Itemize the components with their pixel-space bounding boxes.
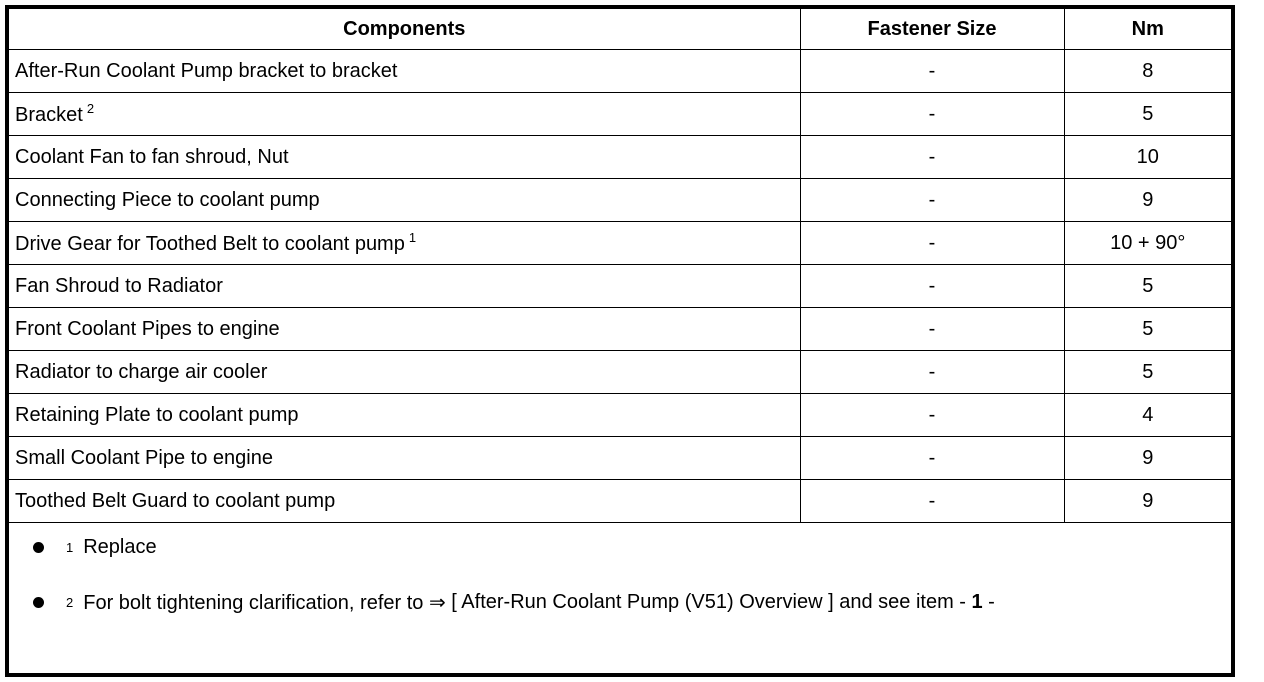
component-name: Drive Gear for Toothed Belt to coolant p… [15, 233, 405, 255]
component-name: After-Run Coolant Pump bracket to bracke… [15, 59, 398, 82]
header-fastener-size: Fastener Size [799, 9, 1065, 50]
header-nm: Nm [1063, 9, 1231, 50]
component-name: Retaining Plate to coolant pump [15, 403, 299, 426]
component-cell: Coolant Fan to fan shroud, Nut [9, 135, 801, 179]
table-row: Front Coolant Pipes to engine - 5 [9, 307, 1231, 351]
component-name: Front Coolant Pipes to engine [15, 317, 280, 340]
table-header-row: Components Fastener Size Nm [9, 9, 1231, 50]
component-cell: Drive Gear for Toothed Belt to coolant p… [9, 221, 801, 265]
item-number: 1 [971, 590, 983, 613]
fastener-size-cell: - [799, 49, 1065, 93]
component-cell: Front Coolant Pipes to engine [9, 307, 801, 351]
fastener-size-cell: - [799, 135, 1065, 179]
component-cell: Radiator to charge air cooler [9, 350, 801, 394]
footnote-ref: 2 [86, 101, 95, 116]
footnote-marker: 1 [66, 539, 74, 555]
torque-cell: 4 [1063, 393, 1231, 437]
component-name: Radiator to charge air cooler [15, 360, 268, 383]
table-row: Radiator to charge air cooler - 5 [9, 350, 1231, 394]
component-name: Fan Shroud to Radiator [15, 274, 223, 297]
footnotes: 1 Replace 2 For bolt tightening clarific… [9, 523, 1231, 616]
footnote-text: Replace [83, 535, 157, 558]
table-row: Drive Gear for Toothed Belt to coolant p… [9, 221, 1231, 265]
component-cell: Bracket 2 [9, 92, 801, 136]
fastener-size-cell: - [799, 436, 1065, 480]
torque-cell: 9 [1063, 436, 1231, 480]
component-name: Bracket [15, 104, 83, 126]
component-name: Toothed Belt Guard to coolant pump [15, 489, 336, 512]
component-cell: After-Run Coolant Pump bracket to bracke… [9, 49, 801, 93]
component-cell: Fan Shroud to Radiator [9, 264, 801, 308]
fastener-size-cell: - [799, 221, 1065, 265]
torque-cell: 8 [1063, 49, 1231, 93]
torque-cell: 5 [1063, 350, 1231, 394]
table-row: Fan Shroud to Radiator - 5 [9, 264, 1231, 308]
footnote-2: 2 For bolt tightening clarification, ref… [33, 588, 1231, 616]
component-name: Connecting Piece to coolant pump [15, 188, 320, 211]
footnote-ref: 1 [408, 230, 417, 245]
torque-cell: 9 [1063, 178, 1231, 222]
footnote-marker: 2 [66, 594, 74, 610]
component-cell: Small Coolant Pipe to engine [9, 436, 801, 480]
table-row: Toothed Belt Guard to coolant pump - 9 [9, 479, 1231, 523]
fastener-size-cell: - [799, 350, 1065, 394]
fastener-size-cell: - [799, 178, 1065, 222]
footnote-text-after: and see item - [833, 590, 972, 613]
torque-cell: 5 [1063, 307, 1231, 351]
component-cell: Connecting Piece to coolant pump [9, 178, 801, 222]
overview-link[interactable]: [ After-Run Coolant Pump (V51) Overview … [451, 590, 834, 613]
fastener-size-cell: - [799, 393, 1065, 437]
table-row: Coolant Fan to fan shroud, Nut - 10 [9, 135, 1231, 179]
component-name: Coolant Fan to fan shroud, Nut [15, 145, 289, 168]
table-row: Small Coolant Pipe to engine - 9 [9, 436, 1231, 480]
header-components: Components [9, 9, 801, 50]
table-row: After-Run Coolant Pump bracket to bracke… [9, 49, 1231, 93]
table-row: Retaining Plate to coolant pump - 4 [9, 393, 1231, 437]
fastener-size-cell: - [799, 264, 1065, 308]
fastener-size-cell: - [799, 307, 1065, 351]
fastener-size-cell: - [799, 479, 1065, 523]
footnote-text: For bolt tightening clarification, refer… [83, 591, 452, 614]
torque-cell: 5 [1063, 264, 1231, 308]
footnote-1: 1 Replace [33, 533, 1231, 561]
torque-cell: 5 [1063, 92, 1231, 136]
torque-cell: 10 [1063, 135, 1231, 179]
component-name: Small Coolant Pipe to engine [15, 446, 273, 469]
footnote-end: - [982, 590, 995, 613]
component-cell: Retaining Plate to coolant pump [9, 393, 801, 437]
torque-cell: 10 + 90° [1063, 221, 1231, 265]
table-row: Bracket 2 - 5 [9, 92, 1231, 136]
torque-table: Components Fastener Size Nm After-Run Co… [9, 9, 1231, 523]
component-cell: Toothed Belt Guard to coolant pump [9, 479, 801, 523]
table-row: Connecting Piece to coolant pump - 9 [9, 178, 1231, 222]
bullet-icon [33, 541, 44, 553]
bullet-icon [33, 596, 44, 608]
torque-cell: 9 [1063, 479, 1231, 523]
torque-spec-document: Components Fastener Size Nm After-Run Co… [5, 5, 1235, 677]
fastener-size-cell: - [799, 92, 1065, 136]
